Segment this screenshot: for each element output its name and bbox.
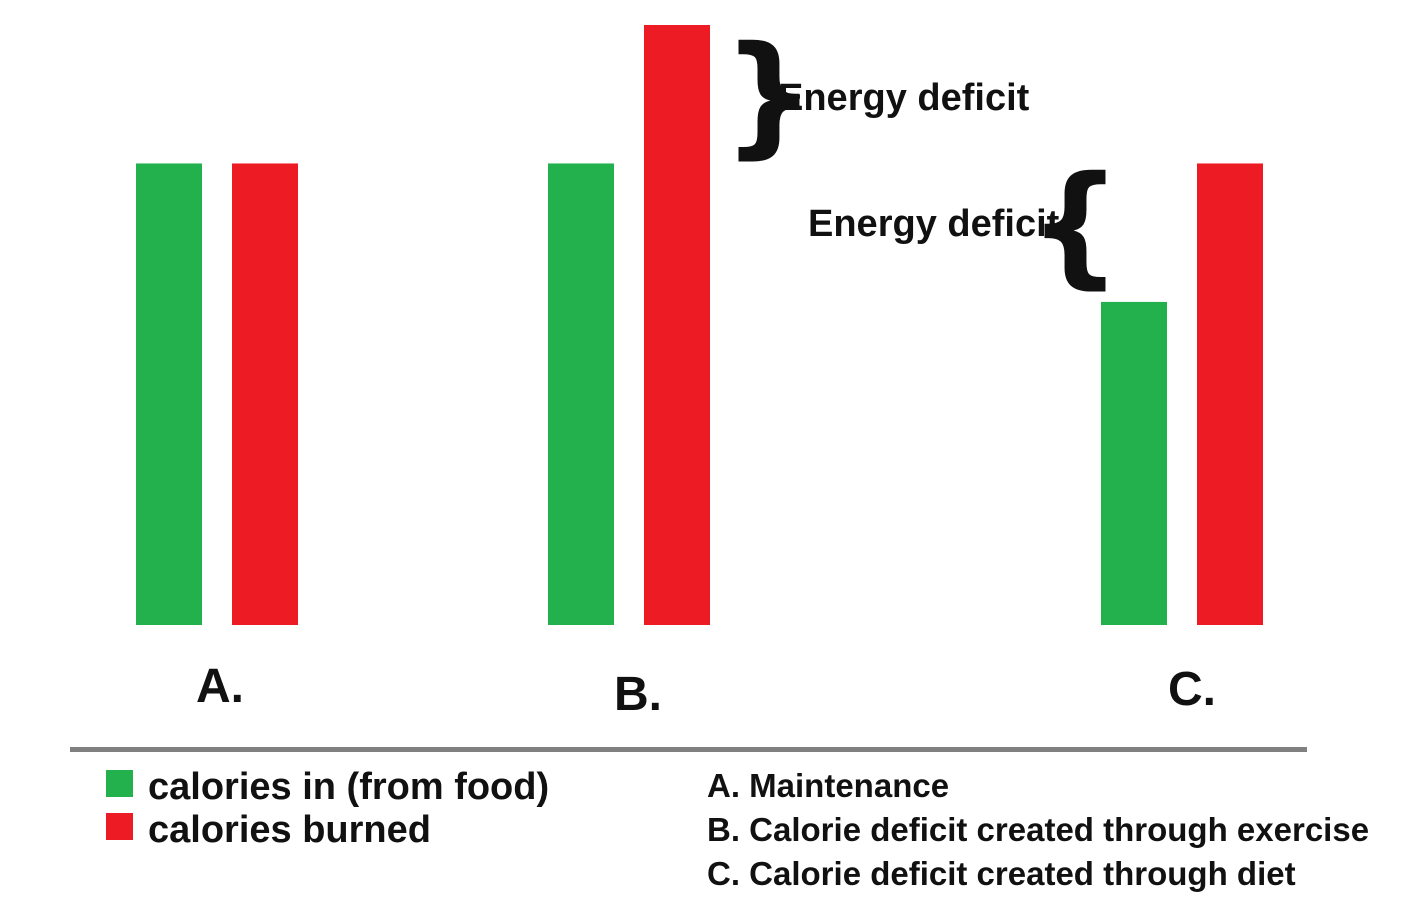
bar-calories-burned-b <box>644 25 710 625</box>
bar-calories-in-c <box>1101 301 1167 625</box>
legend-swatch-calories-in <box>106 770 133 797</box>
description-b: B. Calorie deficit created through exerc… <box>707 811 1369 848</box>
brace-b-icon: } <box>722 18 816 172</box>
description-a: A. Maintenance <box>707 767 949 804</box>
bar-calories-burned-a <box>232 163 298 625</box>
legend-swatch-calories-burned <box>106 813 133 840</box>
description-c: C. Calorie deficit created through diet <box>707 855 1296 892</box>
bar-calories-in-b <box>548 163 614 625</box>
brace-c-icon: { <box>1028 148 1122 302</box>
legend-label-calories-in: calories in (from food) <box>148 766 549 808</box>
bar-calories-in-a <box>136 163 202 625</box>
legend-label-calories-burned: calories burned <box>148 809 431 851</box>
annotation-b-label: Energy deficit <box>778 77 1030 119</box>
category-label-c: C. <box>1168 663 1216 716</box>
bar-calories-burned-c <box>1197 163 1263 625</box>
category-label-a: A. <box>196 660 244 713</box>
bars-layer <box>136 25 1263 625</box>
category-label-b: B. <box>614 668 662 721</box>
group-labels-layer: A. B. C. <box>196 660 1216 721</box>
annotation-c-label: Energy deficit <box>808 203 1060 245</box>
divider <box>70 747 1307 752</box>
